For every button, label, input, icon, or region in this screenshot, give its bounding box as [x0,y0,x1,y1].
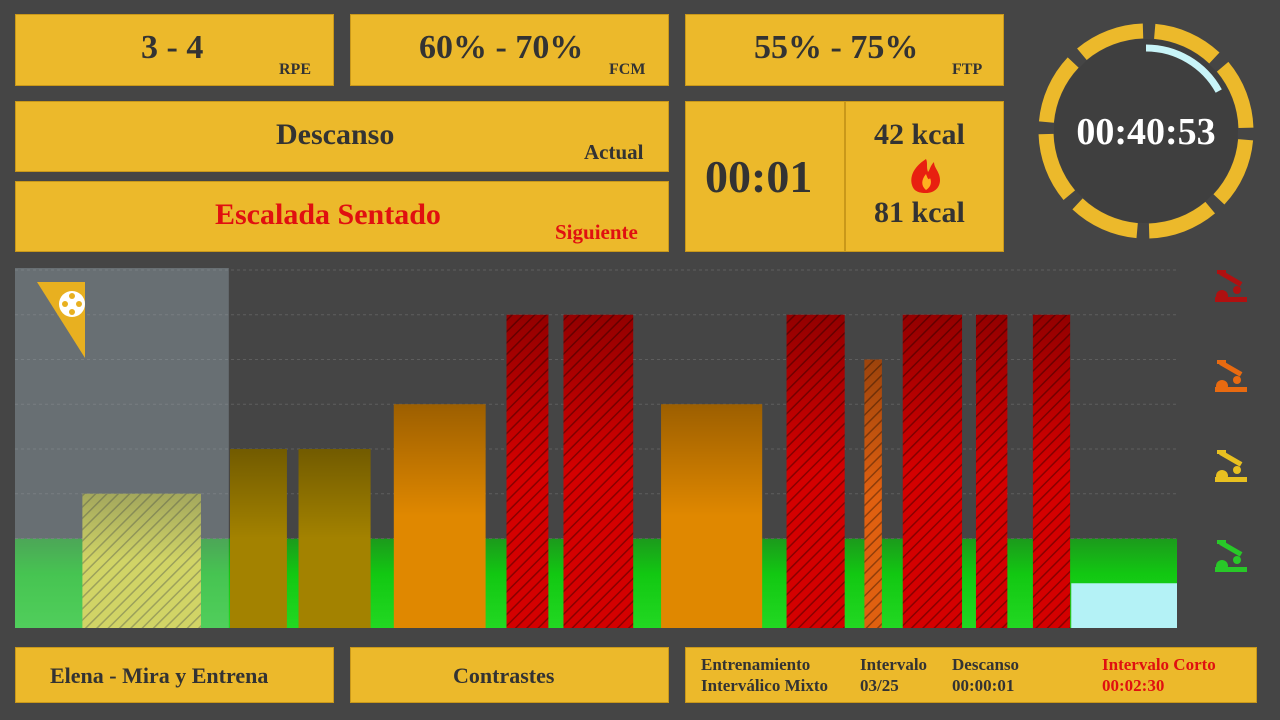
rpe-panel: 3 - 4 RPE [15,14,334,86]
segment-hatch [506,314,549,628]
segment-shade [229,449,287,628]
fcm-panel: 60% - 70% FCM [350,14,669,86]
segment-hatch [975,314,1008,628]
ftp-label: FTP [952,61,983,78]
film-icon-hole [69,293,75,299]
segment [1032,314,1071,628]
timer-progress [1059,44,1233,218]
fire-icon [911,159,940,193]
bike-icon-yellow [1215,450,1247,482]
segment-bar [1071,583,1177,628]
instructor: Elena - Mira y Entrena [50,663,269,688]
segment-hatch [864,359,882,628]
ftp-value: 55% - 75% [754,29,919,66]
timer-ring [1038,23,1254,239]
next-interval-value: 00:02:30 [1102,676,1165,695]
session-panel: Contrastes [350,647,669,703]
segment-hatch [563,314,634,628]
segment [786,314,845,628]
workout-line-1: Entrenamiento [701,655,811,674]
calories-bottom: 81 kcal [874,196,965,229]
interval-time: 00:01 [705,151,813,202]
session: Contrastes [453,663,555,688]
timer-inner [1054,39,1238,223]
calories-panel: 42 kcal 81 kcal [845,101,1004,252]
segment-shade [393,404,486,628]
bike-icon-orange [1215,360,1247,392]
info-panel: Entrenamiento Interválico Mixto Interval… [685,647,1257,703]
segment [661,404,763,628]
segment-shade [298,449,371,628]
rest-value: 00:00:01 [952,676,1015,695]
segment [1071,583,1177,628]
current-name: Descanso [276,118,395,151]
fcm-value: 60% - 70% [419,29,584,66]
rpe-label: RPE [279,61,311,78]
interval-value: 03/25 [860,676,899,695]
segment-hatch [902,314,963,628]
film-icon-hole [62,301,68,307]
ftp-panel: 55% - 75% FTP [685,14,1004,86]
segment [975,314,1008,628]
segment-hatch [1032,314,1071,628]
segment-shade [661,404,763,628]
segment [298,449,371,628]
segment [393,404,486,628]
interval-panel: 00:01 [685,101,845,252]
calories-top: 42 kcal [874,118,965,151]
bike-icon-red [1215,270,1247,302]
workout-line-2: Interválico Mixto [701,676,828,695]
rest-label: Descanso [952,655,1020,674]
next-interval-label: Intervalo Corto [1102,655,1216,674]
segment-hatch [786,314,845,628]
rpe-value: 3 - 4 [141,29,204,66]
segment [864,359,882,628]
segment [229,449,287,628]
current-panel: Descanso Actual [15,101,669,172]
segment [902,314,963,628]
film-icon-reel [59,291,85,317]
next-name: Escalada Sentado [215,198,441,231]
segment-hatch [82,493,201,628]
segment [506,314,549,628]
next-label: Siguiente [555,220,638,244]
current-label: Actual [584,140,644,164]
interval-label: Intervalo [860,655,928,674]
next-panel: Escalada Sentado Siguiente [15,181,669,252]
film-icon-hole [76,301,82,307]
instructor-panel: Elena - Mira y Entrena [15,647,334,703]
total-time: 00:40:53 [1076,111,1215,153]
film-icon-hole [69,309,75,315]
segment [82,493,201,628]
segment [563,314,634,628]
bike-icon-green [1215,540,1247,572]
fcm-label: FCM [609,61,646,78]
bike-icons [1215,270,1247,572]
elapsed-overlay [15,268,229,628]
